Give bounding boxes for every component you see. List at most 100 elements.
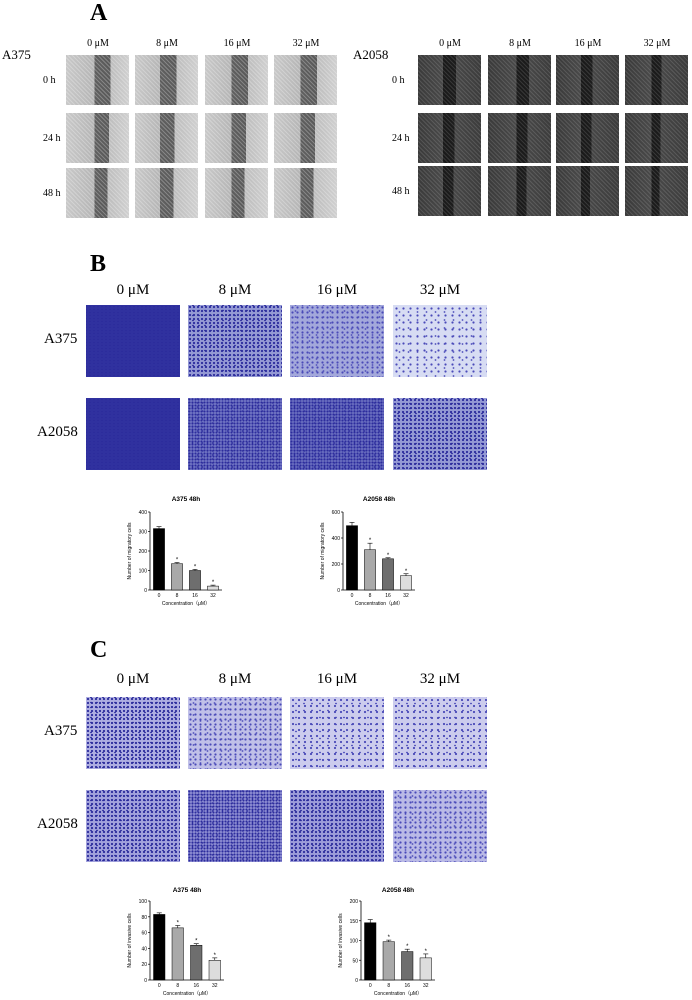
bar	[419, 957, 432, 981]
y-tick-label: 60	[141, 931, 147, 937]
image-texture	[488, 55, 551, 105]
scratch-image	[66, 113, 129, 163]
scratch-image	[488, 166, 551, 216]
group-1-cell-line: A2058	[353, 47, 389, 62]
image-texture	[205, 113, 268, 163]
y-tick-label: 600	[332, 510, 341, 516]
significance-star: *	[425, 949, 428, 955]
panel-a-letter: A	[90, 0, 108, 26]
c-stain-image	[290, 697, 384, 769]
x-axis-label: Concentration（μM）	[355, 601, 403, 607]
group-0-conc-1: 8 μM	[156, 38, 178, 49]
c-conc-1: 8 μM	[218, 671, 252, 687]
scratch-image	[556, 113, 619, 163]
group-1-conc-2: 16 μM	[574, 38, 602, 49]
image-texture	[205, 168, 268, 218]
b-stain-image	[393, 398, 487, 470]
scratch-image	[274, 168, 337, 218]
b-stain-image	[290, 305, 384, 377]
significance-star: *	[369, 538, 372, 544]
y-tick-label: 400	[139, 510, 148, 516]
x-tick-label: 16	[404, 983, 410, 989]
c-conc-0: 0 μM	[116, 671, 150, 687]
y-tick-label: 300	[139, 530, 148, 536]
y-axis-label: Number of migratory cells	[320, 522, 326, 579]
image-texture	[625, 166, 688, 216]
x-tick-label: 8	[387, 983, 390, 989]
chart-title: A2058 48h	[382, 887, 414, 894]
x-tick-label: 32	[212, 983, 218, 989]
significance-star: *	[387, 553, 390, 559]
scratch-image	[625, 55, 688, 105]
bar	[364, 549, 376, 591]
scratch-image	[418, 55, 481, 105]
bar	[401, 951, 414, 981]
scratch-image	[135, 55, 198, 105]
panel-c-letter: C	[90, 637, 108, 663]
scratch-image	[488, 55, 551, 105]
scratch-image	[488, 113, 551, 163]
group-0-cell-line: A375	[2, 47, 31, 62]
image-texture	[205, 55, 268, 105]
group-1-time-1: 24 h	[392, 133, 410, 144]
scratch-image	[205, 55, 268, 105]
group-0-time-1: 24 h	[43, 133, 61, 144]
b-conc-2: 16 μM	[316, 282, 358, 298]
scratch-image	[66, 168, 129, 218]
bar	[207, 585, 219, 591]
c-stain-image	[86, 790, 180, 862]
scratch-image	[418, 113, 481, 163]
c-stain-image	[290, 790, 384, 862]
x-tick-label: 32	[403, 593, 409, 599]
b-conc-0: 0 μM	[116, 282, 150, 298]
scratch-image	[556, 166, 619, 216]
x-tick-label: 32	[423, 983, 429, 989]
chart-title: A375 48h	[173, 887, 202, 894]
y-tick-label: 80	[141, 915, 147, 921]
significance-star: *	[176, 558, 179, 564]
y-tick-label: 40	[141, 946, 147, 952]
c-stain-image	[393, 697, 487, 769]
x-axis-label: Concentration（μM）	[163, 991, 211, 997]
x-tick-label: 8	[176, 593, 179, 599]
y-tick-label: 0	[144, 588, 147, 594]
image-texture	[418, 55, 481, 105]
scratch-image	[625, 113, 688, 163]
scratch-image	[274, 113, 337, 163]
group-1-conc-0: 0 μM	[439, 38, 461, 49]
scratch-image	[135, 168, 198, 218]
bar	[171, 927, 184, 981]
x-tick-label: 32	[210, 593, 216, 599]
chart-title: A2058 48h	[363, 496, 395, 503]
c-stain-image	[393, 790, 487, 862]
bar	[208, 960, 221, 981]
c-stain-image	[86, 697, 180, 769]
b-stain-image	[393, 305, 487, 377]
y-tick-label: 0	[144, 978, 147, 984]
y-tick-label: 0	[355, 978, 358, 984]
image-texture	[135, 168, 198, 218]
group-0-time-2: 48 h	[43, 188, 61, 199]
x-tick-label: 8	[369, 593, 372, 599]
image-texture	[274, 113, 337, 163]
x-tick-label: 0	[158, 593, 161, 599]
c-stain-image	[188, 697, 282, 769]
group-1-conc-1: 8 μM	[509, 38, 531, 49]
y-tick-label: 100	[139, 569, 148, 575]
y-tick-label: 50	[352, 958, 358, 964]
y-tick-label: 20	[141, 962, 147, 968]
bar	[171, 563, 183, 591]
x-tick-label: 16	[192, 593, 198, 599]
image-texture	[625, 55, 688, 105]
x-tick-label: 0	[351, 593, 354, 599]
significance-star: *	[405, 569, 408, 575]
x-tick-label: 0	[369, 983, 372, 989]
group-0-conc-3: 32 μM	[292, 38, 320, 49]
x-tick-label: 8	[176, 983, 179, 989]
chart-title: A375 48h	[172, 496, 201, 503]
y-tick-label: 0	[337, 588, 340, 594]
bar	[189, 570, 201, 591]
image-texture	[66, 168, 129, 218]
